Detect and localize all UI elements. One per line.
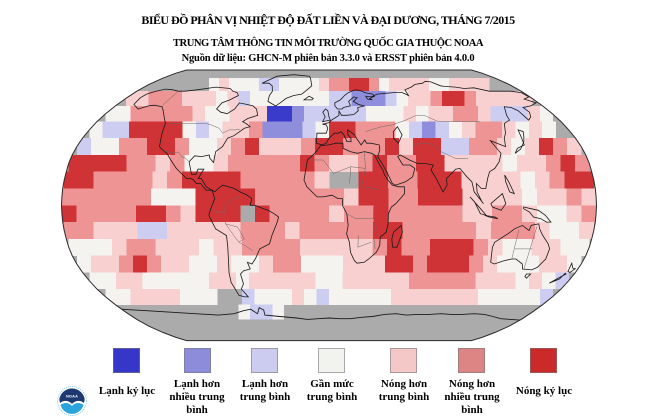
svg-text:NOAA: NOAA: [66, 393, 78, 398]
